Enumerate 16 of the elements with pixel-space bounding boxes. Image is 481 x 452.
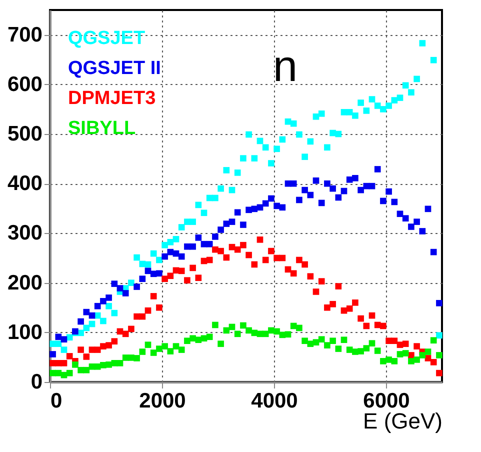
text: QGSJET II	[68, 58, 161, 79]
text: DPMJET3	[68, 88, 156, 109]
x-tick-label: 2000	[139, 390, 186, 412]
y-tick-label: 400	[7, 172, 42, 196]
y-tick-label: 500	[7, 122, 42, 146]
y-tick-label: 600	[7, 72, 42, 96]
y-tick-label: 0	[30, 370, 42, 394]
text: QGSJET	[68, 28, 146, 49]
text: SIBYLL	[68, 118, 136, 139]
x-tick-label: 0	[50, 390, 62, 412]
x-tick-label: 4000	[251, 390, 298, 412]
annotation: n	[272, 42, 298, 91]
y-tick-label: 100	[7, 320, 42, 344]
y-tick-label: 700	[7, 23, 42, 46]
y-tick-label: 300	[7, 222, 42, 245]
y-tick-label: 200	[7, 271, 42, 294]
